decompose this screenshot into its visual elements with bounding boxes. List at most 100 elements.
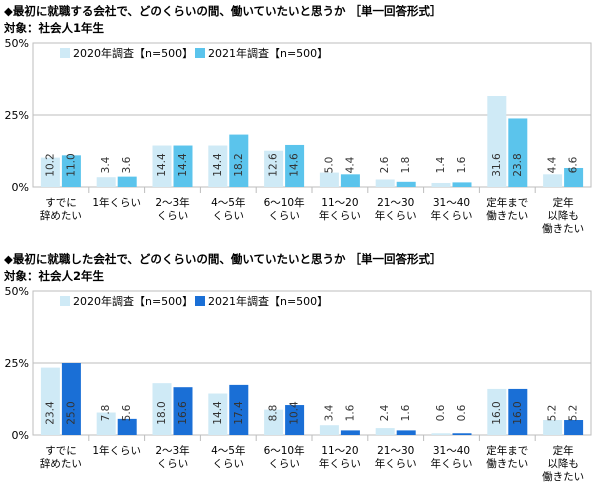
bar <box>173 387 193 435</box>
category-label: 11～20 <box>321 197 358 209</box>
category-label: 働きたい <box>542 222 584 235</box>
data-label: 5.2 <box>568 405 580 422</box>
category-label: 働きたい <box>486 457 528 470</box>
category-label: 2～3年 <box>155 444 189 457</box>
data-label: 23.8 <box>512 153 524 176</box>
category-label: くらい <box>213 458 245 470</box>
y-tick-label: 25% <box>5 357 29 370</box>
category-label: 4～5年 <box>211 444 245 457</box>
bar <box>543 420 563 435</box>
data-label: 5.6 <box>121 404 133 421</box>
category-label: 年くらい <box>319 209 361 222</box>
category-label: 6～10年 <box>264 444 305 457</box>
legend-label: 2020年調査【n=500】 <box>73 46 193 60</box>
data-label: 25.0 <box>65 401 77 424</box>
category-label: 定年 <box>553 196 574 209</box>
category-label: 年くらい <box>431 209 473 222</box>
category-label: 1年くらい <box>92 196 141 209</box>
data-label: 5.2 <box>547 405 559 422</box>
data-label: 1.4 <box>435 156 447 173</box>
category-label: 定年 <box>553 444 574 457</box>
legend-label: 2020年調査【n=500】 <box>73 294 193 308</box>
legend-swatch <box>60 296 70 306</box>
bar <box>452 433 472 435</box>
data-label: 4.4 <box>547 156 559 173</box>
bar <box>96 412 116 435</box>
data-label: 2.4 <box>379 404 391 421</box>
category-label: 年くらい <box>319 457 361 470</box>
bar <box>285 405 305 435</box>
data-label: 16.6 <box>177 401 189 425</box>
category-label: 6～10年 <box>264 196 305 209</box>
bar <box>61 155 81 187</box>
chart-subtitle: 対象：社会人1年生 <box>4 21 105 35</box>
category-label: 4～5年 <box>211 196 245 209</box>
category-label: くらい <box>268 210 300 222</box>
legend-swatch <box>60 48 70 58</box>
data-label: 5.0 <box>323 157 335 174</box>
bar <box>40 157 60 187</box>
data-label: 0.6 <box>456 404 468 421</box>
category-label: くらい <box>157 210 189 222</box>
bar <box>264 150 284 187</box>
y-tick-label: 50% <box>5 285 29 298</box>
data-label: 18.2 <box>233 153 245 176</box>
bar <box>396 430 416 435</box>
y-tick-label: 0% <box>12 181 29 194</box>
bar <box>208 393 228 435</box>
chart-title: ◆最初に就職した会社で、どのくらいの間、働いていたいと思うか ［単一回答形式］ <box>4 252 442 266</box>
bar <box>173 145 193 187</box>
data-label: 11.0 <box>65 153 77 176</box>
bar <box>375 428 395 435</box>
bar <box>487 95 507 187</box>
data-label: 10.2 <box>44 153 56 176</box>
y-tick-label: 0% <box>12 429 29 442</box>
bar <box>319 425 339 435</box>
bar <box>208 145 228 187</box>
chart-subtitle: 対象：社会人2年生 <box>4 269 105 283</box>
data-label: 2.6 <box>379 156 391 173</box>
bar <box>431 433 451 435</box>
bar <box>340 430 360 435</box>
category-label: 31～40 <box>433 197 470 209</box>
bar <box>564 167 584 187</box>
category-label: くらい <box>157 458 189 470</box>
bar <box>229 134 249 187</box>
bar <box>117 176 137 187</box>
legend-label: 2021年調査【n=500】 <box>208 294 328 308</box>
legend-swatch <box>195 48 205 58</box>
data-label: 1.8 <box>400 157 412 174</box>
category-label: 辞めたい <box>40 209 82 222</box>
bar <box>152 145 172 187</box>
category-label: 年くらい <box>431 457 473 470</box>
chart-title: ◆最初に就職する会社で、どのくらいの間、働いていたいと思うか ［単一回答形式］ <box>4 4 442 18</box>
bar <box>487 388 507 435</box>
bar <box>452 182 472 187</box>
category-label: 働きたい <box>542 470 584 483</box>
data-label: 31.6 <box>491 153 503 177</box>
category-label: 定年まで <box>486 196 528 209</box>
category-label: 辞めたい <box>40 457 82 470</box>
data-label: 0.6 <box>435 404 447 421</box>
data-label: 1.6 <box>400 404 412 421</box>
bar <box>340 174 360 187</box>
category-label: 年くらい <box>375 457 417 470</box>
bar <box>96 177 116 187</box>
data-label: 16.0 <box>512 401 524 424</box>
category-label: すでに <box>45 445 77 457</box>
data-label: 14.6 <box>289 153 301 177</box>
bar <box>152 383 172 435</box>
bar <box>229 384 249 435</box>
category-label: 以降も <box>547 457 579 470</box>
y-tick-label: 25% <box>5 109 29 122</box>
data-label: 3.4 <box>323 404 335 421</box>
legend-label: 2021年調査【n=500】 <box>208 46 328 60</box>
category-label: 21～30 <box>377 445 414 457</box>
data-label: 18.0 <box>156 401 168 424</box>
category-label: 働きたい <box>486 209 528 222</box>
data-label: 10.4 <box>289 401 301 425</box>
category-label: くらい <box>268 458 300 470</box>
data-label: 3.4 <box>100 156 112 173</box>
bar <box>431 182 451 187</box>
